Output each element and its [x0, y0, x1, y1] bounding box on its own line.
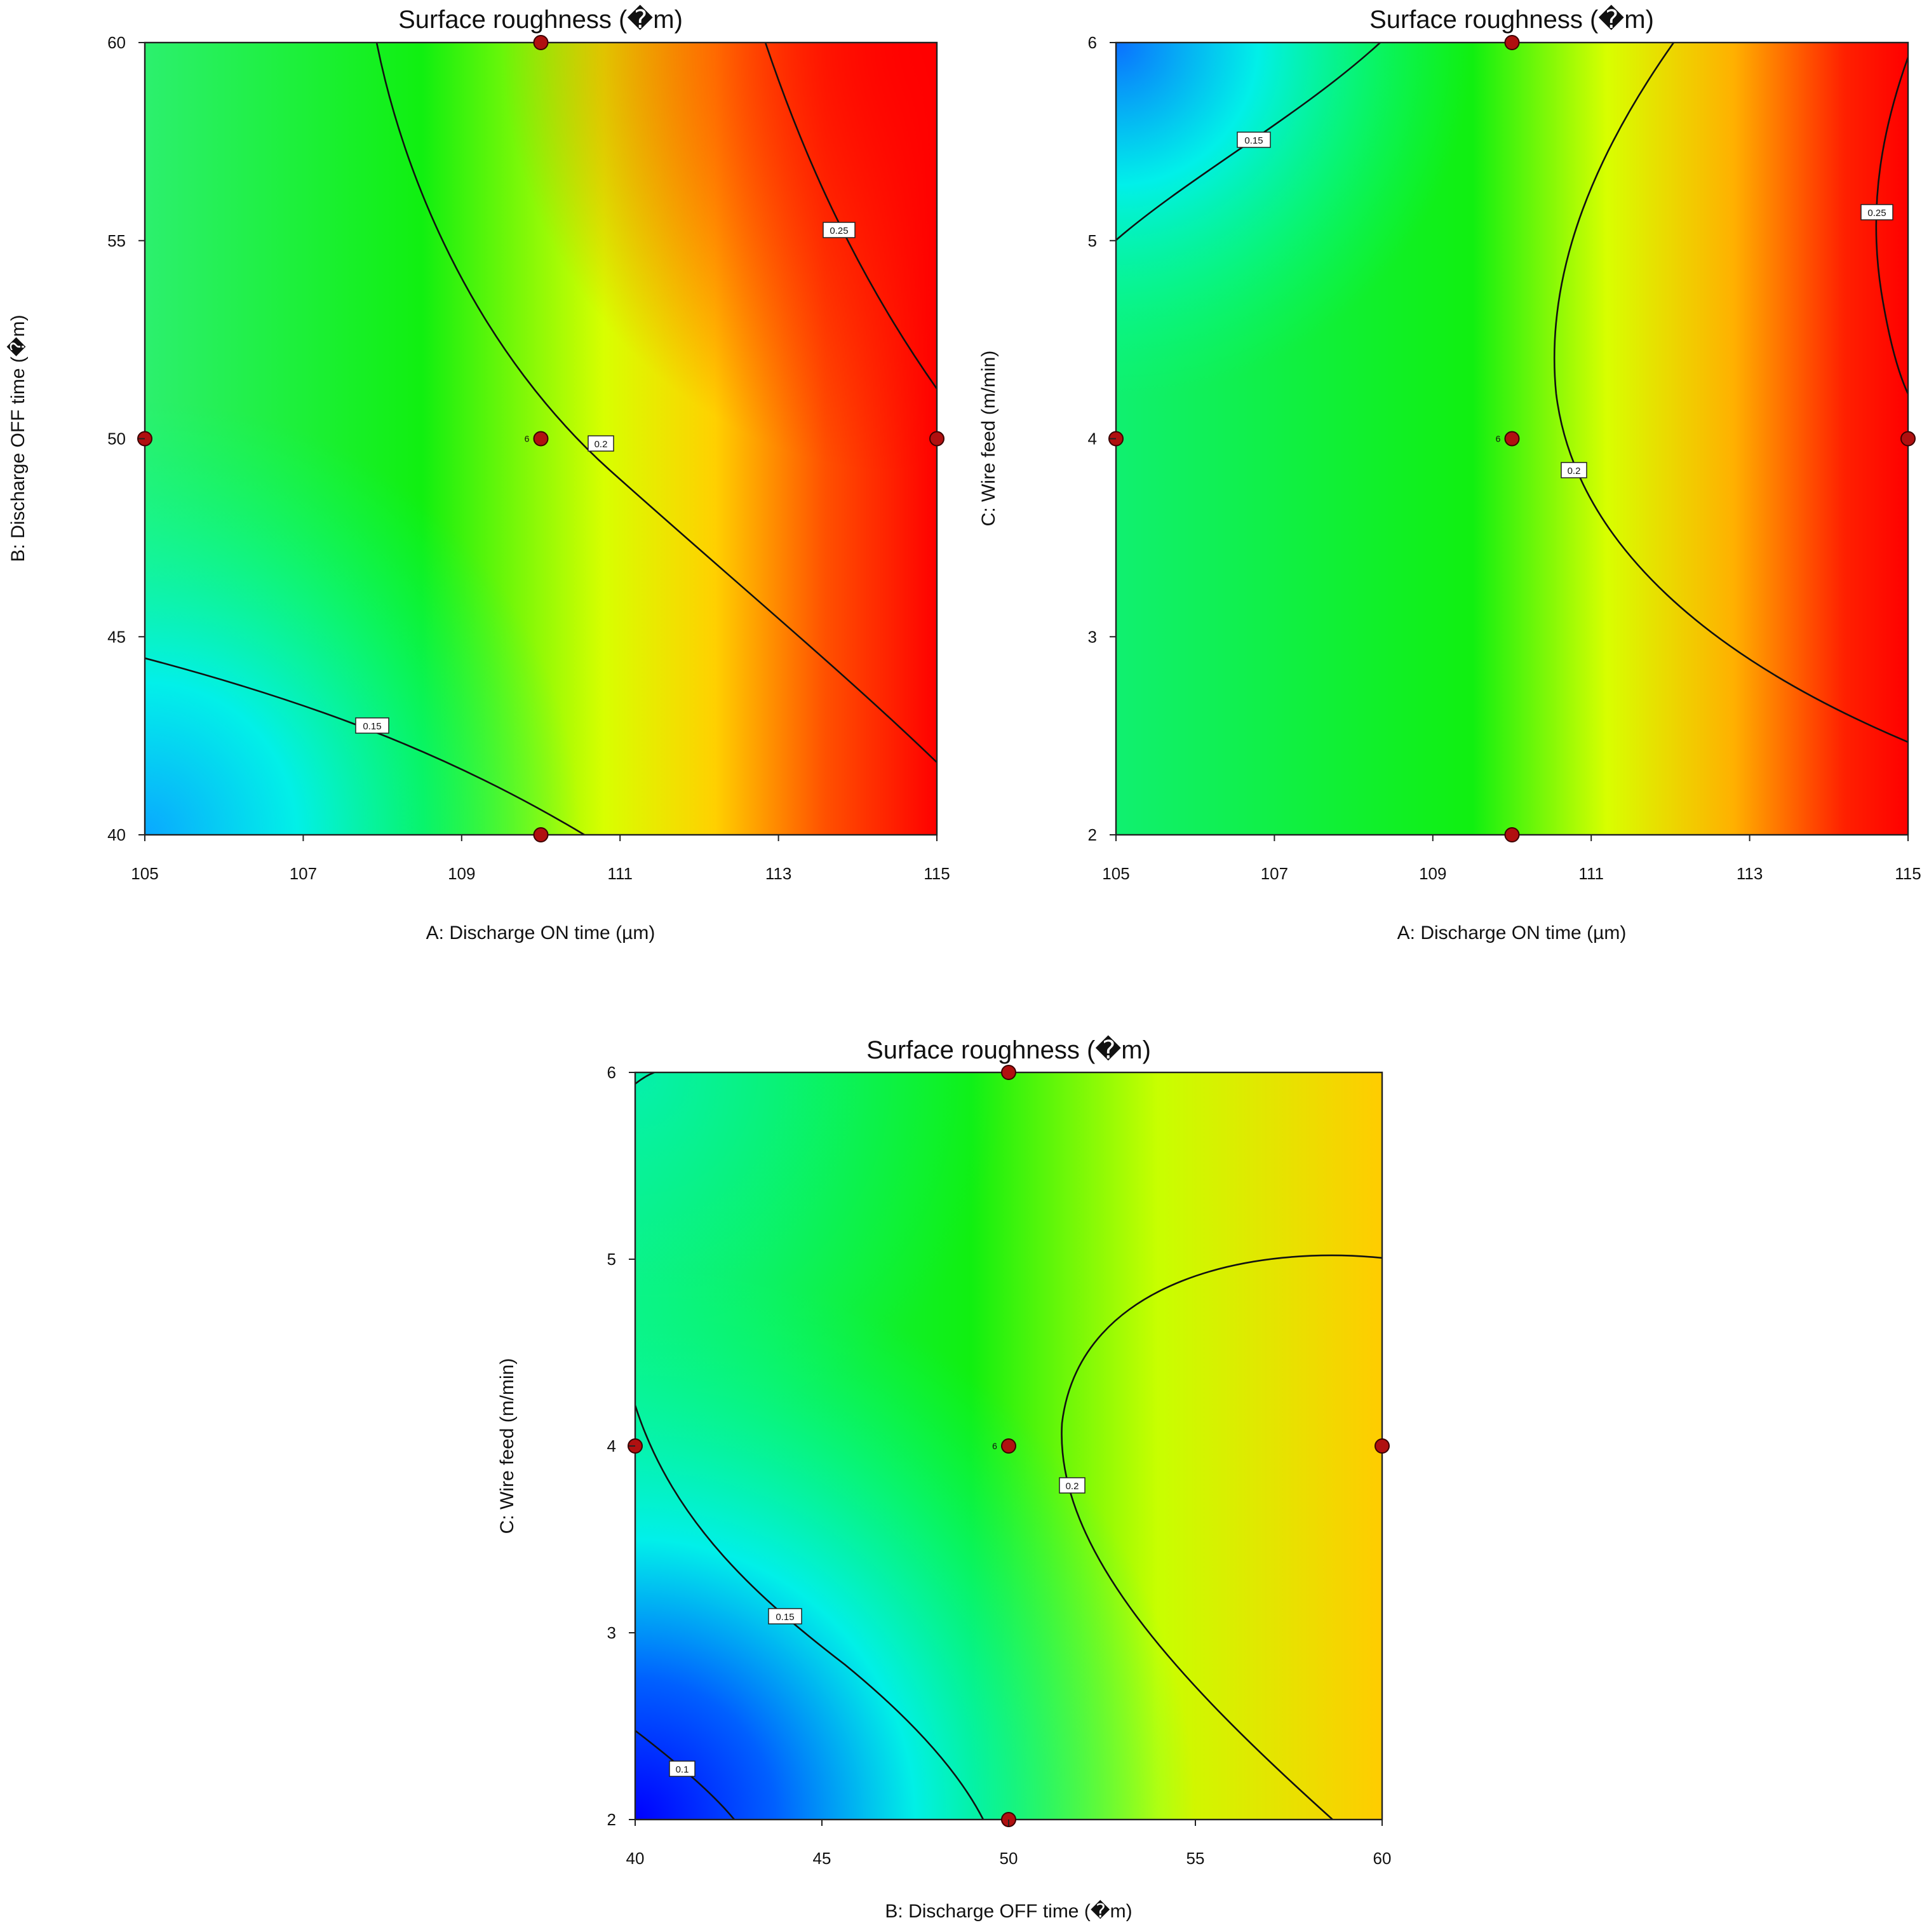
replicate-count: 6	[525, 434, 530, 444]
svg-text:0.2: 0.2	[595, 439, 608, 450]
panel-3-label-0.15: 0.15	[768, 1608, 802, 1625]
panel-2-title: Surface roughness (�m)	[1369, 4, 1654, 34]
design-point	[929, 431, 944, 447]
panel-3-design-points: 6	[628, 1065, 1390, 1827]
y-tick-label: 60	[107, 33, 126, 52]
y-tick-label: 40	[107, 825, 126, 844]
x-tick-label: 115	[924, 864, 950, 883]
design-point	[1001, 1438, 1016, 1454]
y-tick-label: 55	[107, 231, 126, 250]
design-point	[1374, 1438, 1390, 1454]
svg-text:0.15: 0.15	[776, 1612, 794, 1623]
panel-2-design-points: 6	[1108, 35, 1916, 842]
panel-1-title: Surface roughness (�m)	[398, 4, 683, 34]
panel-2-contour-0.25	[1875, 57, 1908, 395]
panel-3-contour-0.15	[635, 1405, 985, 1820]
y-tick-label: 6	[607, 1063, 616, 1082]
panel-2-label-0.15: 0.15	[1237, 132, 1271, 148]
panel-1-contour-0.2	[375, 43, 937, 763]
panel-1-x-ticks: 105 107 109 111 113 115	[131, 835, 950, 883]
panel-1-contour-0.25	[764, 43, 937, 389]
panel-1-y-label: B: Discharge OFF time (�m)	[6, 314, 29, 562]
x-tick-label: 111	[607, 864, 633, 883]
x-tick-label: 111	[1578, 864, 1604, 883]
x-tick-label: 60	[1373, 1849, 1392, 1868]
x-tick-label: 113	[1737, 864, 1763, 883]
design-point	[533, 827, 549, 842]
x-tick-label: 113	[765, 864, 791, 883]
design-point	[1504, 827, 1520, 842]
panel-1-design-points: 6	[137, 35, 944, 842]
panel-1-label-0.2: 0.2	[588, 435, 614, 452]
panel-3-contour-labels: 0.1 0.15 0.2	[669, 1477, 1085, 1777]
panel-3-x-ticks: 40 45 50 55 60	[626, 1820, 1392, 1868]
panel-3-contour-0.2	[1061, 1254, 1382, 1820]
panel-2-contour-labels: 0.15 0.2 0.25	[1237, 132, 1893, 478]
panel-3-y-ticks: 2 3 4 5 6	[607, 1063, 635, 1829]
x-tick-label: 105	[1102, 864, 1129, 883]
panel-1-label-0.25: 0.25	[823, 222, 856, 238]
replicate-count: 6	[992, 1441, 997, 1451]
x-tick-label: 109	[448, 864, 475, 883]
y-tick-label: 5	[1088, 231, 1097, 250]
svg-text:0.1: 0.1	[676, 1764, 689, 1775]
panel-2-label-0.25: 0.25	[1860, 204, 1893, 220]
panel-2-y-label: C: Wire feed (m/min)	[978, 351, 999, 527]
y-tick-label: 5	[607, 1250, 616, 1269]
panel-2-x-label: A: Discharge ON time (µm)	[1397, 922, 1627, 943]
panel-1-y-ticks: 40 45 50 55 60	[107, 33, 145, 844]
panel-3-label-0.1: 0.1	[669, 1760, 696, 1777]
y-tick-label: 4	[1088, 429, 1097, 449]
design-point	[1504, 431, 1520, 447]
y-tick-label: 3	[607, 1623, 616, 1642]
y-tick-label: 45	[107, 627, 126, 646]
panel-3-y-label: C: Wire feed (m/min)	[497, 1358, 518, 1534]
design-point	[1001, 1065, 1016, 1080]
panel-3-contours	[635, 1072, 1382, 1820]
panel-2-contour-0.2	[1553, 43, 1908, 743]
panel-1-label-0.15: 0.15	[355, 717, 389, 734]
panel-2: 0.15 0.2 0.25 6 105 107 109 111 113 115 2 3 4 5 6…	[978, 4, 1921, 943]
design-point	[1504, 35, 1520, 50]
x-tick-label: 109	[1419, 864, 1446, 883]
panel-1-contour-labels: 0.15 0.2 0.25	[355, 222, 856, 734]
replicate-count: 6	[1496, 434, 1501, 444]
design-point	[533, 431, 549, 447]
svg-text:0.2: 0.2	[1568, 466, 1581, 476]
panel-1: 0.15 0.2 0.25 6 105 107 109 111 113 115 40 45 5…	[6, 4, 950, 943]
y-tick-label: 2	[1088, 825, 1097, 844]
y-tick-label: 3	[1088, 627, 1097, 646]
y-tick-label: 6	[1088, 33, 1097, 52]
x-tick-label: 107	[1261, 864, 1288, 883]
svg-text:0.25: 0.25	[830, 226, 848, 236]
x-tick-label: 55	[1186, 1849, 1205, 1868]
x-tick-label: 40	[626, 1849, 645, 1868]
x-tick-label: 45	[813, 1849, 831, 1868]
svg-text:0.2: 0.2	[1066, 1481, 1079, 1492]
svg-text:0.15: 0.15	[363, 721, 381, 732]
panel-3-title: Surface roughness (�m)	[866, 1035, 1151, 1064]
design-point	[1900, 431, 1916, 447]
x-tick-label: 115	[1895, 864, 1921, 883]
y-tick-label: 4	[607, 1436, 616, 1456]
panel-1-x-label: A: Discharge ON time (µm)	[426, 922, 655, 943]
panel-2-label-0.2: 0.2	[1561, 462, 1587, 478]
panel-3-x-label: B: Discharge OFF time (�m)	[885, 1900, 1132, 1922]
x-tick-label: 107	[290, 864, 317, 883]
panel-2-x-ticks: 105 107 109 111 113 115	[1102, 835, 1921, 883]
svg-text:0.25: 0.25	[1867, 208, 1886, 219]
svg-text:0.15: 0.15	[1244, 135, 1263, 146]
x-tick-label: 50	[1000, 1849, 1018, 1868]
x-tick-label: 105	[131, 864, 158, 883]
y-tick-label: 2	[607, 1810, 616, 1829]
panel-2-y-ticks: 2 3 4 5 6	[1088, 33, 1116, 844]
panel-3-label-0.2: 0.2	[1059, 1477, 1085, 1494]
design-point	[533, 35, 549, 50]
y-tick-label: 50	[107, 429, 126, 449]
